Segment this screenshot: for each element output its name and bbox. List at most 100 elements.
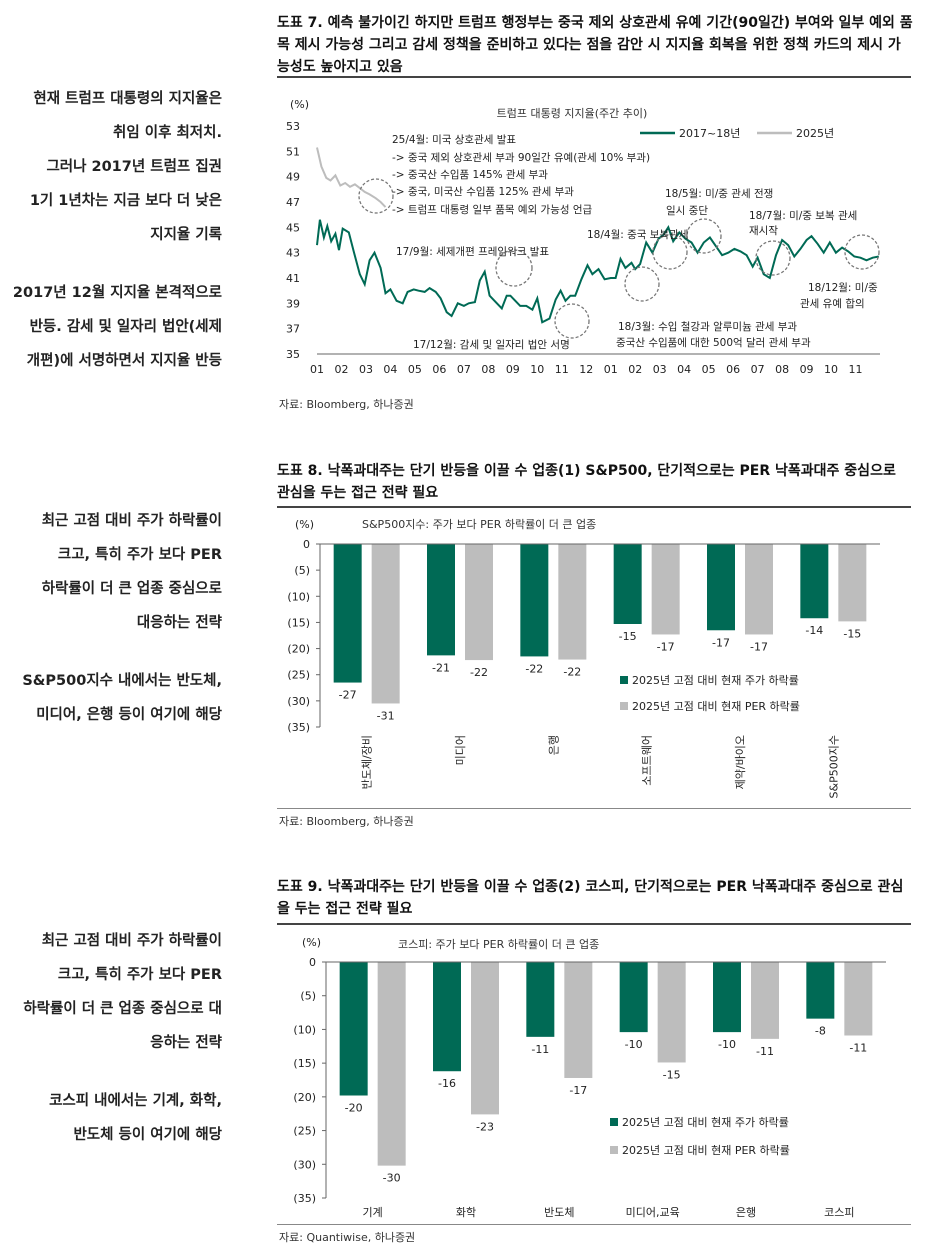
- fig9-y-tick-label: (25): [293, 1125, 316, 1138]
- fig8-bar-per: [838, 544, 867, 622]
- fig8-side-line: 최근 고점 대비 주가 하락률이: [41, 513, 222, 529]
- fig8-y-tick-label: (5): [294, 564, 310, 577]
- fig9-bar-per: [751, 962, 779, 1039]
- fig9-data-label: -10: [718, 1038, 736, 1051]
- fig7-x-tick-label: 12: [579, 363, 593, 376]
- fig7-y-tick-label: 39: [286, 297, 300, 310]
- fig7-highlight-circle: [554, 303, 590, 339]
- fig9-bar-price: [339, 962, 368, 1096]
- fig9-bar-price: [713, 962, 741, 1033]
- fig7-title: 도표 7. 예측 불가이긴 하지만 트럼프 행정부는 중국 제외 상호관세 유예…: [277, 15, 913, 75]
- fig7-ylabel: (%): [290, 98, 309, 111]
- fig8-category-label: 미디어: [454, 735, 467, 765]
- fig9-chart: (%) 코스피: 주가 보다 PER 하락률이 더 큰 업종 0 (5) (10) (…: [293, 936, 886, 1219]
- fig8-bar-price: [333, 544, 362, 683]
- fig9-y-tick-label: (35): [293, 1192, 316, 1205]
- fig8-side-line: 크고, 특히 주가 보다 PER: [57, 547, 222, 563]
- fig7-x-tick-label: 05: [702, 363, 716, 376]
- fig8-data-label: -21: [432, 661, 450, 674]
- fig8-legend-label-per: 2025년 고점 대비 현재 PER 하락률: [632, 699, 800, 713]
- fig7-x-tick-label: 05: [408, 363, 422, 376]
- fig8-bar-price: [427, 544, 455, 656]
- fig7-y-tick-label: 47: [286, 196, 300, 209]
- fig8-y-tick-label: (15): [287, 616, 310, 629]
- fig9-source: 자료: Quantiwise, 하나증권: [279, 1231, 416, 1244]
- fig9-bar-per: [377, 962, 406, 1166]
- fig9-bar-per: [471, 962, 499, 1115]
- fig9-side-line: 응하는 전략: [150, 1035, 222, 1051]
- fig9-data-label: -16: [438, 1077, 456, 1090]
- fig8-bar-price: [800, 544, 829, 619]
- fig9-data-label: -11: [849, 1041, 867, 1054]
- fig7-legend-label-2017-18: 2017~18년: [679, 127, 740, 140]
- fig7-annotation: 중국산 수입품에 대한 500억 달러 관세 부과: [616, 336, 811, 349]
- fig8-data-label: -15: [619, 630, 637, 643]
- fig8-y-tick-label: (10): [287, 590, 310, 603]
- fig9-data-label: -8: [815, 1025, 826, 1038]
- fig8-bar-per: [558, 544, 587, 660]
- fig9-category-label: 기계: [363, 1206, 383, 1219]
- fig7-highlight-circle: [686, 218, 722, 254]
- fig8-source: 자료: Bloomberg, 하나증권: [279, 815, 414, 828]
- fig8-y-tick-label: (30): [287, 695, 310, 708]
- fig8-bar-per: [371, 544, 400, 704]
- fig9-category-label: 반도체: [544, 1206, 574, 1219]
- fig7-annotation: 일시 중단: [666, 204, 708, 217]
- fig7-x-tick-label: 09: [800, 363, 814, 376]
- fig7-source: 자료: Bloomberg, 하나증권: [279, 398, 414, 411]
- fig8-bar-price: [613, 544, 642, 624]
- fig9-bar-price: [619, 962, 648, 1033]
- fig7-y-tick-label: 37: [286, 323, 300, 336]
- fig7-side-line: 2017년 12월 지지율 본격적으로: [12, 285, 222, 301]
- fig8-data-label: -17: [657, 640, 675, 653]
- fig7-x-tick-label: 10: [530, 363, 544, 376]
- fig7-annotation: 관세 유예 합의: [800, 297, 865, 310]
- fig9-category-label: 미디어,교육: [626, 1206, 680, 1219]
- fig9-y-tick-label: (5): [300, 990, 316, 1003]
- fig8-category-label: 반도체/장비: [361, 735, 374, 789]
- fig9-y-tick-label: (10): [293, 1023, 316, 1036]
- fig7-y-tick-label: 53: [286, 120, 300, 133]
- fig7-x-tick-label: 10: [824, 363, 838, 376]
- fig9-y-tick-label: 0: [309, 956, 316, 969]
- fig8-y-tick-label: (20): [287, 643, 310, 656]
- fig7-x-tick-label: 11: [849, 363, 863, 376]
- fig9-bar-price: [806, 962, 835, 1019]
- fig8-title: 도표 8. 낙폭과대주는 단기 반등을 이끌 수 업종(1) S&P500, 단…: [277, 463, 896, 501]
- fig7-highlight-circle: [844, 234, 880, 270]
- fig7-x-tick-label: 08: [775, 363, 789, 376]
- fig7-x-tick-label: 09: [506, 363, 520, 376]
- fig8-bar-price: [520, 544, 549, 657]
- fig7-highlight-circle: [652, 234, 688, 270]
- fig9-y-tick-label: (15): [293, 1057, 316, 1070]
- fig7-annotation: -> 중국, 미국산 수입품 125% 관세 부과: [392, 185, 574, 198]
- fig9-legend-swatch-price: [610, 1118, 618, 1126]
- fig9-data-label: -11: [531, 1043, 549, 1056]
- fig7-annotation: 18/4월: 중국 보복관세: [587, 229, 688, 241]
- fig7-x-tick-label: 04: [383, 363, 397, 376]
- fig7-annotation: 재시작: [749, 225, 778, 237]
- fig7-annotation: -> 중국 제외 상호관세 부과 90일간 유예(관세 10% 부과): [392, 151, 650, 164]
- fig7-x-tick-label: 07: [457, 363, 471, 376]
- fig7-side-notes: 현재 트럼프 대통령의 지지율은 취임 이후 최저치. 그러나 2017년 트럼…: [0, 82, 222, 378]
- fig9-category-label: 화학: [456, 1206, 476, 1219]
- fig8-legend-swatch-per: [620, 702, 628, 710]
- fig7-y-tick-label: 43: [286, 247, 300, 260]
- fig8-bar-per: [651, 544, 680, 635]
- fig9-data-label: -30: [383, 1172, 401, 1185]
- fig8-category-label: 제약/바이오: [733, 735, 747, 789]
- fig8-bottom-rule: [277, 808, 911, 809]
- fig8-data-label: -22: [470, 666, 488, 679]
- fig7-x-tick-label: 02: [628, 363, 642, 376]
- fig7-highlight-circle: [755, 240, 791, 276]
- fig8-data-label: -22: [563, 666, 581, 679]
- fig8-y-tick-label: (35): [287, 721, 310, 734]
- fig8-chart-title: S&P500지수: 주가 보다 PER 하락률이 더 큰 업종: [362, 517, 596, 531]
- fig8-bar-price: [707, 544, 735, 631]
- fig9-data-label: -15: [663, 1068, 681, 1081]
- fig7-chart: (%) 트럼프 대통령 지지율(주간 추이) 35 37 39 41 43 45 47 49 5…: [286, 98, 880, 376]
- fig9-side-line: 반도체 등이 여기에 해당: [73, 1127, 222, 1143]
- fig7-annotation: 18/3월: 수입 철강과 알루미늄 관세 부과: [618, 320, 797, 333]
- fig7-annotation: 25/4월: 미국 상호관세 발표: [392, 134, 516, 146]
- fig7-x-tick-label: 04: [677, 363, 691, 376]
